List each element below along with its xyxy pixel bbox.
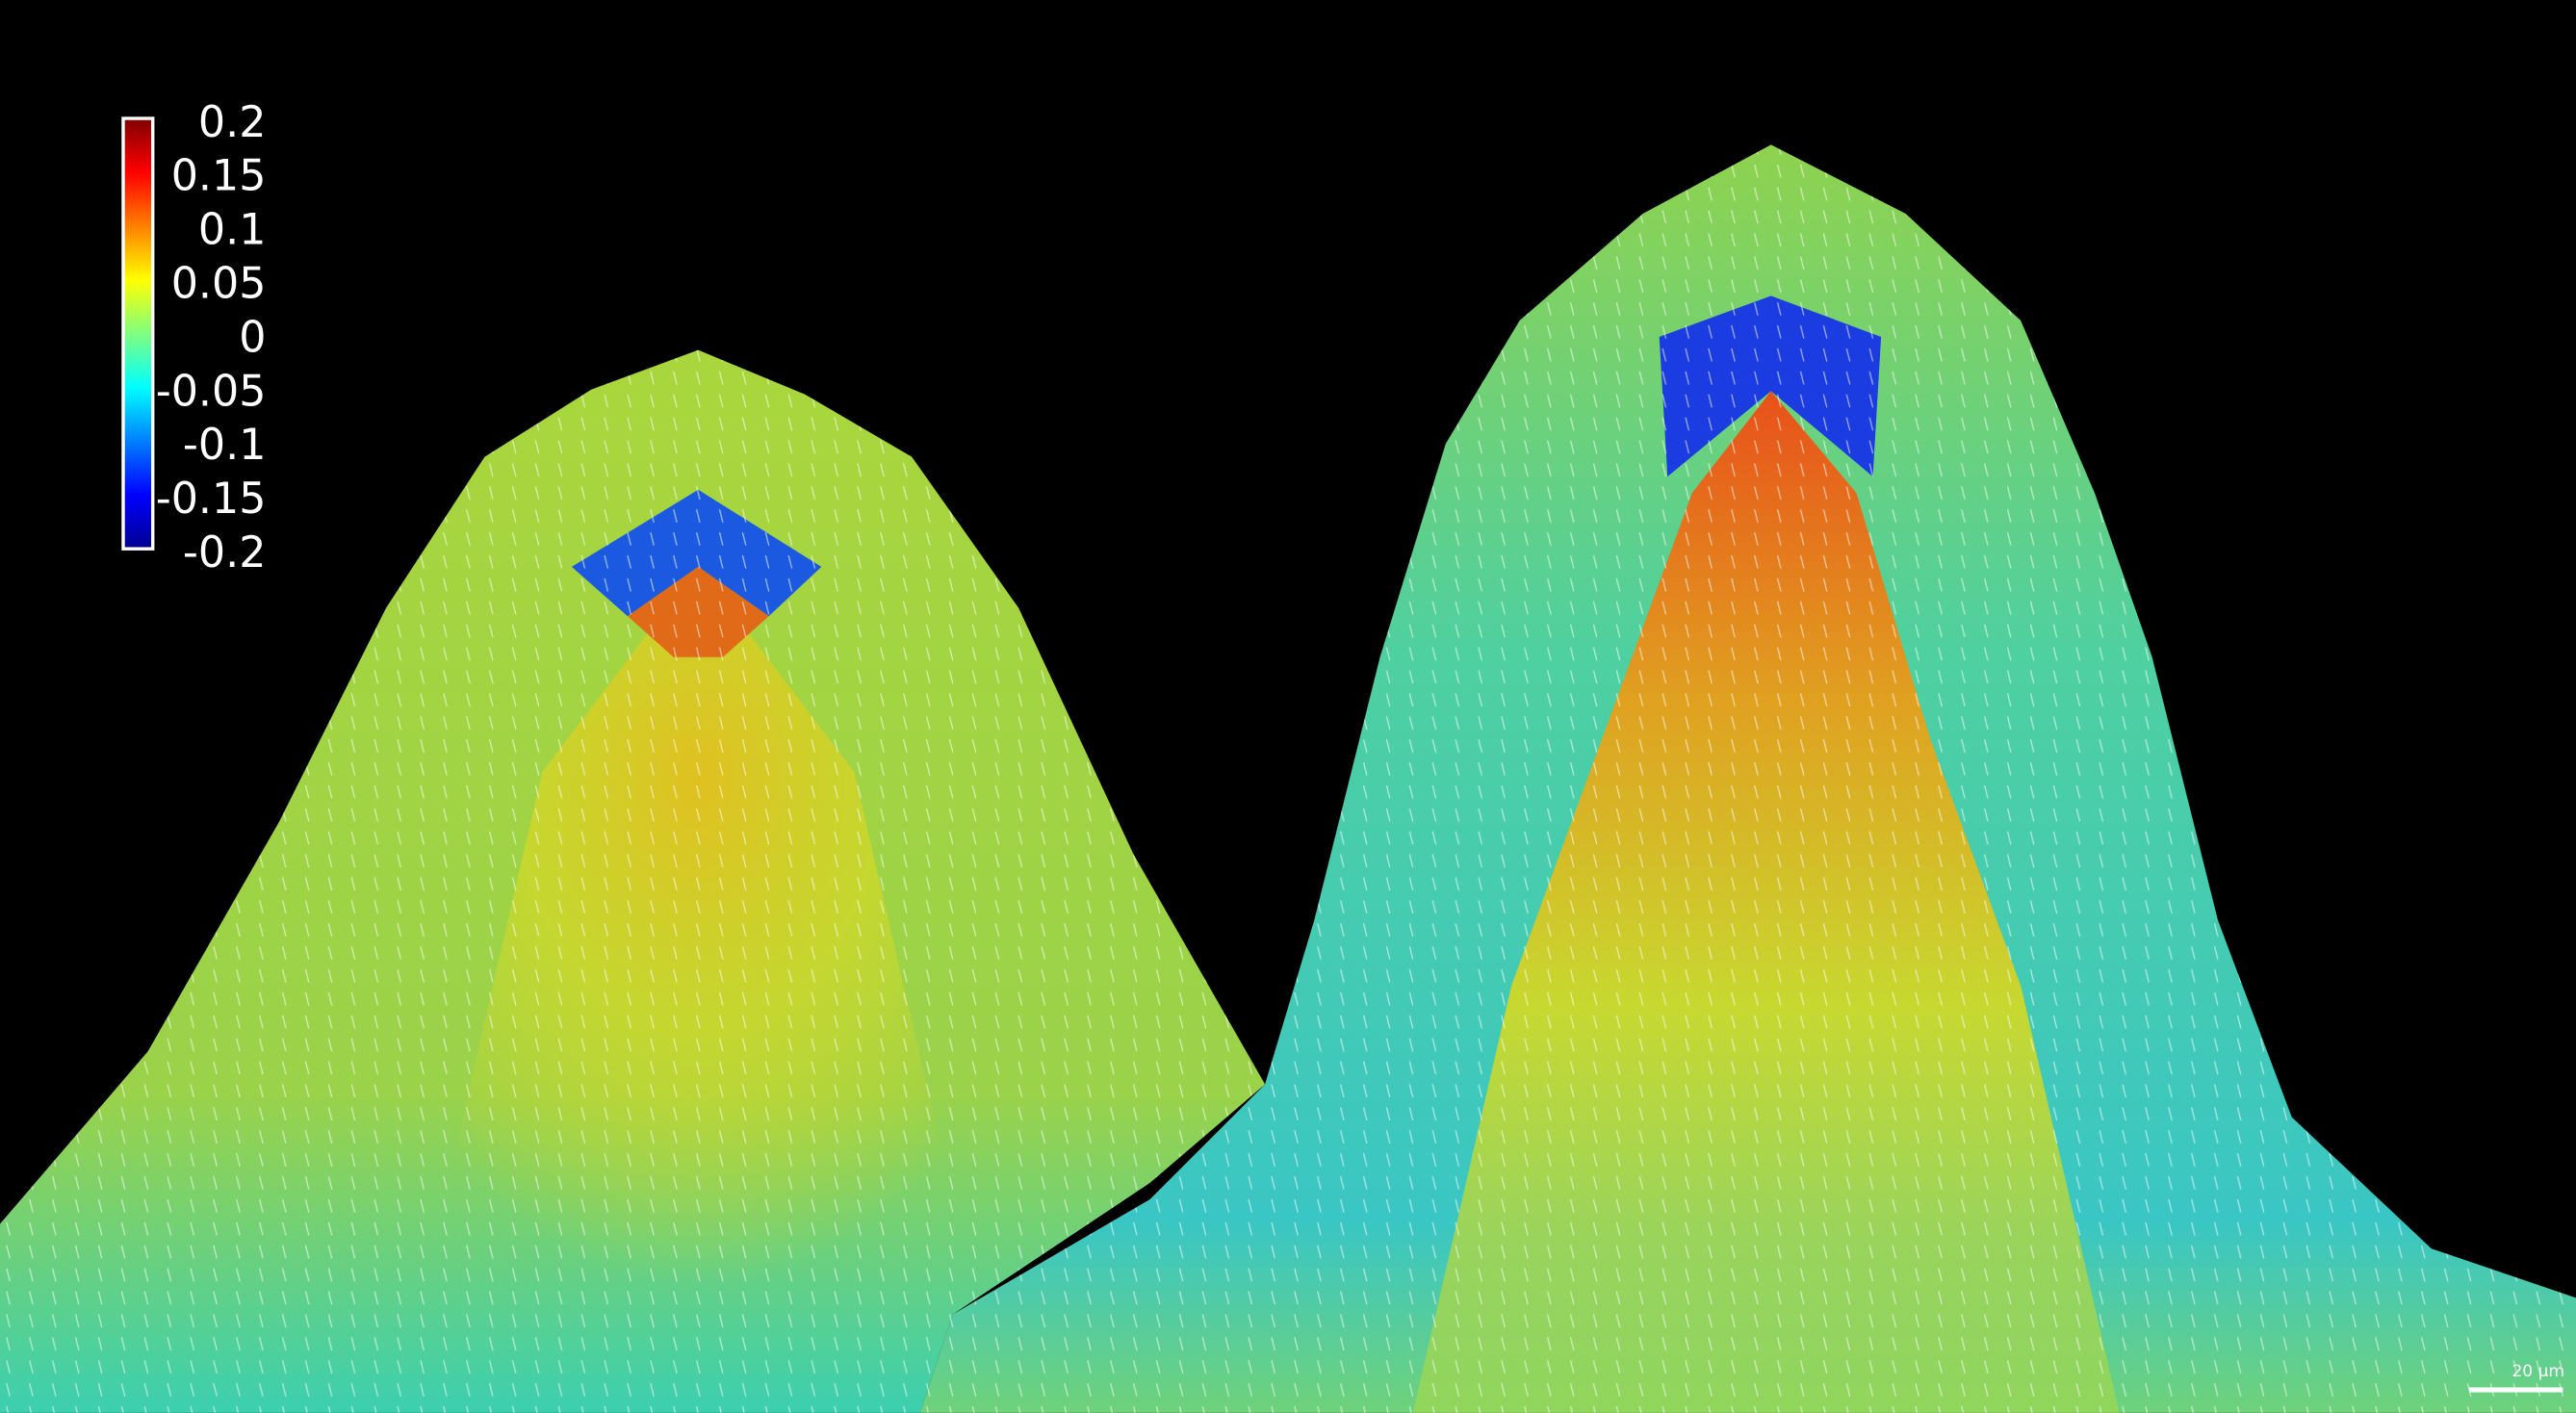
colorbar-tick-label: -0.05 [156,367,267,416]
colorbar-tick-label: -0.15 [156,475,267,524]
colorbar [121,116,155,551]
colorbar-tick-label: -0.1 [183,421,267,470]
right-bump [919,144,2576,1413]
colorbar-ticks: 0.2 0.15 0.1 0.050 -0.05 -0.1 -0.15-0.2 [156,98,267,578]
colorbar-tick-label: -0.2 [183,528,267,578]
left-bump [0,349,1266,1413]
colorbar-tick-label: 0.1 [198,206,267,255]
scale-bar-label: 20 µm [2512,1362,2564,1381]
colorbar-tick-label: 0 [239,313,266,362]
colorbar-tick-label: 0.15 [171,152,267,201]
colorbar-tick-label: 0.05 [171,260,267,309]
colorbar-tick-label: 0.2 [198,98,267,147]
